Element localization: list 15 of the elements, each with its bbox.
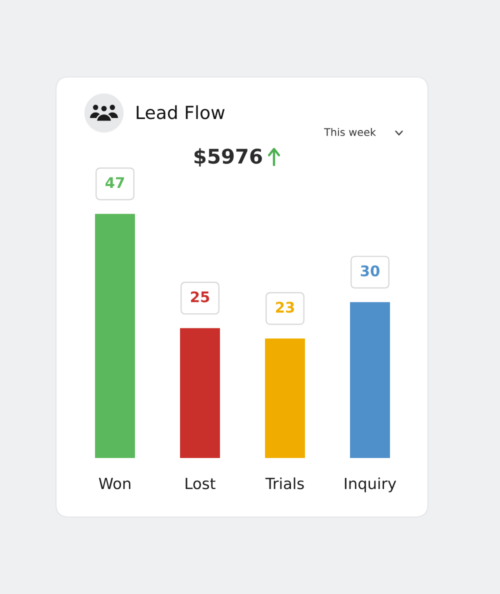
chart-subtitle: $5976 xyxy=(194,148,262,167)
chart-title: Lead Flow xyxy=(136,105,225,120)
data-label: 30 xyxy=(360,265,380,276)
data-label: 47 xyxy=(106,177,124,188)
x-tick-label: Won xyxy=(98,478,130,490)
x-tick-label: Inquiry xyxy=(344,477,396,492)
data-label: 23 xyxy=(276,302,294,313)
bar xyxy=(265,338,305,458)
data-label: 25 xyxy=(191,291,210,302)
bar xyxy=(350,302,390,458)
x-tick-label: Lost xyxy=(186,478,216,490)
x-tick-label: Trials xyxy=(265,477,304,490)
text: This week xyxy=(324,128,376,136)
bar xyxy=(95,214,135,458)
bar xyxy=(180,328,220,458)
